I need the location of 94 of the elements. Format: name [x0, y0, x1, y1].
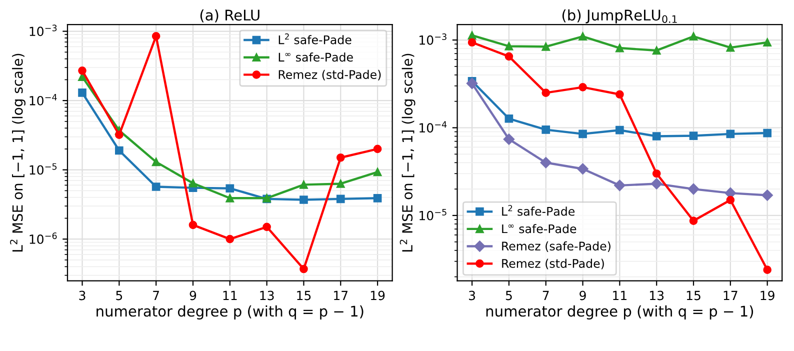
point: [689, 32, 698, 41]
x-axis-title: numerator degree p (with q = p − 1): [96, 305, 364, 320]
x-tick-label: 17: [724, 290, 738, 300]
x-axis-title: numerator degree p (with q = p − 1): [486, 305, 754, 320]
y-tick-label: 10$^{−5}$: [420, 208, 446, 220]
point: [540, 157, 552, 168]
legend-label: Remez (safe-Pade): [502, 241, 610, 252]
x-tick-label: 11: [223, 290, 237, 300]
x-tick-label: 19: [760, 290, 774, 300]
point: [152, 182, 160, 191]
y-axis-title: L$^{2}$ MSE on [−1, 1] (log scale): [400, 54, 416, 252]
point: [468, 31, 476, 40]
chart-title: (b) JumpReLU$_{0.1}$: [562, 9, 677, 24]
point: [578, 130, 587, 138]
y-tick-label: 10$^{−5}$: [30, 163, 57, 175]
legend-label: Remez (std-Pade): [278, 70, 381, 80]
point: [542, 126, 550, 134]
y-axis-title: L$^{2}$ MSE on [−1, 1] (log scale): [10, 54, 26, 252]
x-tick-label: 15: [297, 290, 311, 300]
point: [578, 83, 587, 92]
y-tick-label: 10$^{−4}$: [420, 121, 447, 133]
point: [466, 78, 478, 90]
point: [616, 126, 624, 134]
point: [300, 196, 308, 204]
x-tick-label: 13: [260, 290, 274, 300]
point: [763, 128, 772, 138]
y-tick-label: 10$^{−4}$: [30, 94, 57, 106]
point: [763, 266, 772, 274]
point: [577, 163, 588, 174]
point: [152, 158, 160, 166]
point: [542, 88, 550, 97]
legend-label: Remez (std-Pade): [502, 258, 604, 270]
point: [300, 264, 308, 274]
point: [763, 38, 772, 47]
point: [614, 180, 626, 192]
point: [652, 169, 661, 178]
point: [226, 234, 234, 244]
point: [226, 194, 234, 202]
point: [650, 178, 662, 190]
x-tick-label: 3: [79, 290, 86, 300]
x-tick-label: 11: [613, 290, 626, 300]
y-tick-label: 10$^{−6}$: [30, 232, 57, 244]
point: [188, 220, 198, 230]
x-tick-label: 19: [370, 290, 385, 300]
point: [726, 43, 735, 52]
point: [78, 88, 86, 97]
point: [762, 190, 773, 201]
x-tick-label: 7: [153, 290, 159, 300]
point: [226, 184, 234, 193]
point: [504, 42, 514, 50]
x-tick-label: 15: [686, 290, 700, 300]
point: [688, 183, 700, 195]
legend-label: L$^{∞}$ safe-Pade: [278, 52, 353, 62]
point: [188, 179, 198, 188]
point: [115, 130, 124, 139]
y-tick-label: 10$^{−3}$: [30, 24, 57, 36]
y-tick-label: 10$^{−3}$: [420, 33, 446, 45]
point: [336, 194, 345, 204]
point: [616, 44, 624, 52]
legend-label: L$^{2}$ safe-Pade: [502, 204, 575, 216]
x-tick-label: 5: [506, 290, 512, 300]
legend-label: L$^{∞}$ safe-Pade: [502, 224, 576, 234]
point: [373, 168, 382, 176]
point: [504, 52, 514, 61]
point: [262, 222, 271, 232]
point: [152, 32, 160, 40]
x-tick-label: 9: [190, 290, 196, 300]
point: [336, 153, 345, 162]
point: [689, 132, 698, 140]
point: [578, 32, 587, 41]
point: [689, 216, 698, 225]
x-tick-label: 13: [650, 290, 664, 300]
point: [616, 90, 624, 99]
point: [726, 196, 735, 204]
point: [373, 194, 382, 202]
point: [503, 134, 515, 145]
chart-title: (a) ReLU: [200, 9, 260, 22]
point: [115, 146, 124, 155]
point: [78, 66, 86, 75]
x-tick-label: 7: [542, 290, 549, 300]
point: [504, 114, 514, 123]
point: [652, 132, 661, 140]
point: [542, 42, 550, 51]
point: [468, 38, 476, 47]
x-tick-label: 17: [334, 290, 348, 300]
legend-label: L$^{2}$ safe-Pade: [278, 33, 352, 44]
point: [652, 46, 661, 55]
point: [373, 144, 382, 154]
point: [726, 130, 735, 138]
x-tick-label: 9: [580, 290, 586, 300]
x-tick-label: 3: [469, 290, 476, 300]
point: [300, 180, 308, 189]
x-tick-label: 5: [116, 290, 122, 300]
point: [336, 180, 345, 188]
